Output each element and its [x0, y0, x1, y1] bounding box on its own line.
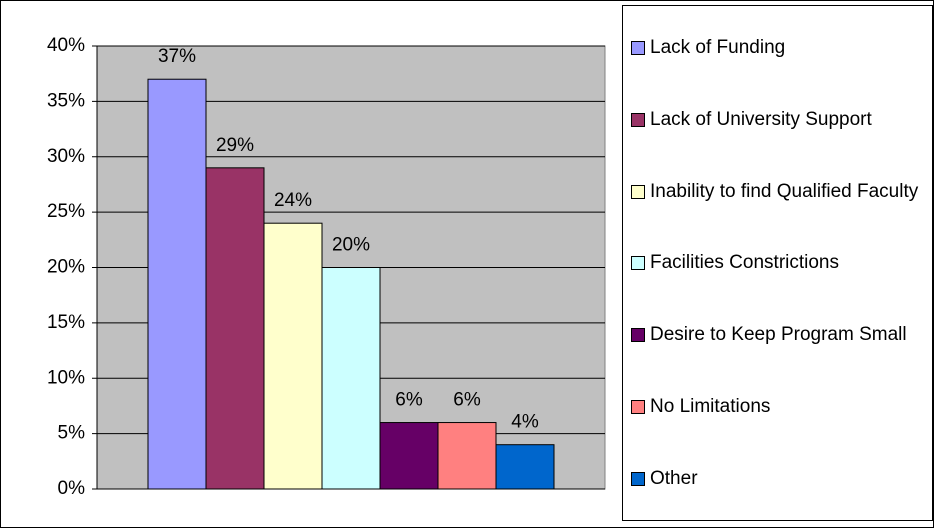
bar [379, 422, 439, 490]
legend-item: Facilities Constrictions [631, 249, 932, 276]
y-tick-label: 20% [47, 257, 85, 278]
bar [437, 422, 497, 490]
legend-item: Lack of University Support [631, 106, 932, 133]
legend-swatch [631, 256, 645, 271]
bar [321, 267, 381, 490]
y-tick-label: 10% [47, 367, 85, 388]
legend-label: Lack of University Support [650, 109, 872, 131]
data-label: 37% [158, 46, 196, 67]
legend-item: Desire to Keep Program Small [631, 321, 932, 348]
data-label: 6% [395, 390, 423, 411]
y-tick-label: 5% [58, 423, 86, 444]
data-label: 24% [274, 190, 312, 211]
legend: Lack of Funding Lack of University Suppor… [622, 5, 933, 521]
legend-label: Lack of Funding [650, 37, 786, 59]
bar [263, 222, 323, 490]
bar [495, 444, 555, 490]
legend-swatch [631, 41, 645, 56]
data-label: 6% [453, 390, 481, 411]
legend-swatch [631, 113, 645, 128]
legend-label: Facilities Constrictions [650, 252, 839, 274]
legend-swatch [631, 184, 645, 199]
legend-item: Other [631, 465, 932, 492]
legend-item: Lack of Funding [631, 34, 932, 61]
y-tick-label: 0% [58, 478, 86, 499]
legend-label: Desire to Keep Program Small [650, 324, 907, 346]
y-tick-label: 15% [47, 312, 85, 333]
legend-swatch [631, 399, 645, 414]
data-label: 20% [332, 235, 370, 256]
legend-label: No Limitations [650, 395, 771, 417]
y-tick-label: 40% [47, 35, 85, 56]
data-label: 29% [216, 135, 254, 156]
bar [147, 78, 207, 490]
bar [205, 167, 265, 490]
legend-label: Inability to find Qualified Faculty [650, 180, 919, 202]
legend-item: No Limitations [631, 393, 932, 420]
legend-swatch [631, 328, 645, 343]
y-tick-label: 25% [47, 201, 85, 222]
legend-swatch [631, 471, 645, 486]
legend-item: Inability to find Qualified Faculty [631, 178, 932, 205]
y-tick-label: 30% [47, 146, 85, 167]
legend-label: Other [650, 467, 698, 489]
y-tick-label: 35% [47, 90, 85, 111]
data-label: 4% [511, 412, 539, 433]
